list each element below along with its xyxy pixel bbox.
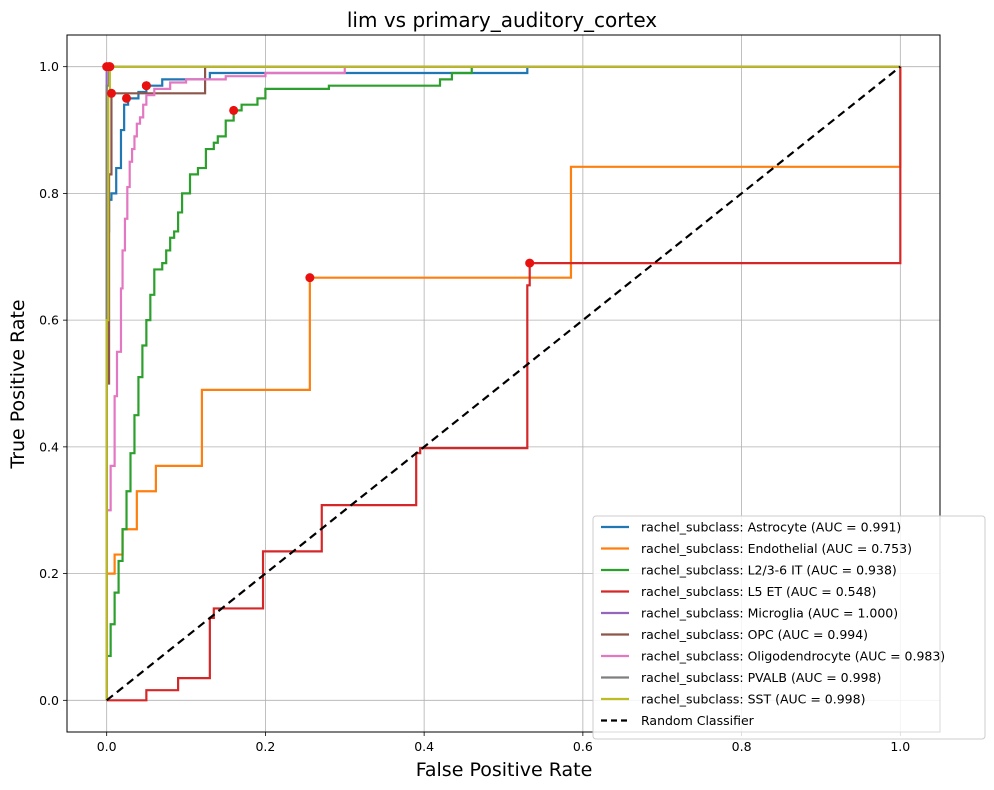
legend-label: rachel_subclass: L2/3-6 IT (AUC = 0.938): [641, 563, 897, 578]
series-layer: [105, 65, 902, 702]
x-tick-label: 0.6: [573, 739, 593, 754]
y-tick-label: 0.0: [39, 693, 59, 708]
optimal-point-marker: [106, 88, 116, 98]
legend-label: rachel_subclass: Endothelial (AUC = 0.75…: [641, 541, 912, 556]
marker-layer: [102, 62, 535, 283]
y-tick-label: 0.6: [39, 313, 59, 328]
legend-label: rachel_subclass: Oligodendrocyte (AUC = …: [641, 649, 945, 664]
optimal-point-marker: [105, 62, 115, 72]
y-tick-label: 0.2: [39, 566, 59, 581]
legend-label: rachel_subclass: OPC (AUC = 0.994): [641, 627, 868, 642]
axis-ticks: 0.0 0.2 0.4 0.6 0.8 1.0 0.0 0.2 0.4 0.6 0.8 1.0: [39, 59, 910, 754]
optimal-point-marker: [305, 273, 315, 283]
random-classifier-line: [105, 65, 902, 702]
x-tick-label: 0.4: [414, 739, 434, 754]
legend-box: [592, 515, 986, 740]
legend-label: rachel_subclass: PVALB (AUC = 0.998): [641, 670, 881, 685]
legend-label: rachel_subclass: SST (AUC = 0.998): [641, 692, 865, 707]
x-tick-label: 0.2: [255, 739, 275, 754]
y-tick-label: 1.0: [39, 59, 59, 74]
y-axis-label: True Positive Rate: [7, 299, 29, 469]
series-line-1: [105, 66, 902, 701]
optimal-point-marker: [229, 105, 239, 115]
optimal-point-marker: [525, 258, 535, 268]
series-line-2: [105, 65, 901, 701]
optimal-point-marker: [141, 81, 151, 91]
series-line-3: [106, 66, 902, 702]
y-tick-label: 0.4: [39, 439, 59, 454]
chart-title: lim vs primary_auditory_cortex: [347, 8, 657, 32]
x-tick-label: 1.0: [890, 739, 910, 754]
legend: rachel_subclass: Astrocyte (AUC = 0.991)…: [592, 515, 986, 740]
optimal-point-marker: [122, 93, 132, 103]
plot-frame: [66, 34, 941, 733]
series-line-6: [105, 65, 901, 701]
legend-label: Random Classifier: [641, 713, 755, 728]
x-tick-label: 0.8: [732, 739, 752, 754]
legend-label: rachel_subclass: L5 ET (AUC = 0.548): [641, 584, 876, 599]
grid-lines: [67, 35, 940, 732]
legend-label: rachel_subclass: Microglia (AUC = 1.000): [641, 606, 898, 621]
x-axis-label: False Positive Rate: [416, 759, 593, 781]
x-tick-label: 0.0: [97, 739, 117, 754]
y-tick-label: 0.8: [39, 186, 59, 201]
legend-label: rachel_subclass: Astrocyte (AUC = 0.991): [641, 520, 901, 535]
